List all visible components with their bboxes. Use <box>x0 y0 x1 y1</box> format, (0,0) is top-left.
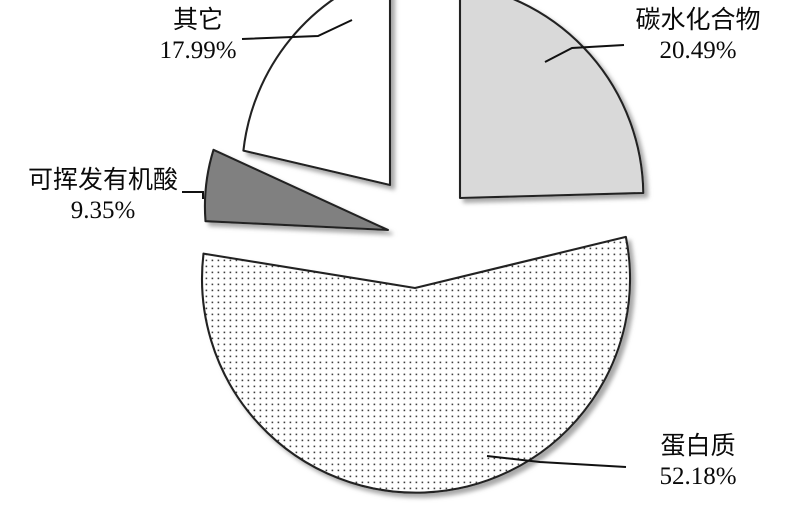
leader-line-protein <box>486 455 627 468</box>
pie-label-carbohydrate: 碳水化合物 20.49% <box>610 6 786 65</box>
leader-line-carbohydrate <box>544 44 625 63</box>
pie-label-carbohydrate-name: 碳水化合物 <box>635 7 761 34</box>
pie-label-other: 其它 17.99% <box>118 6 278 65</box>
pie-label-volatile-organic-acid-value: 9.35% <box>70 196 136 224</box>
pie-label-protein: 蛋白质 52.18% <box>618 432 778 491</box>
pie-slice-protein[interactable] <box>200 235 631 494</box>
pie-label-other-name: 其它 <box>172 7 223 34</box>
pie-slice-volatile-organic-acid[interactable] <box>203 148 390 232</box>
pie-slice-carbohydrate[interactable] <box>458 0 645 200</box>
pie-label-protein-name: 蛋白质 <box>660 433 736 460</box>
pie-label-volatile-organic-acid-name: 可挥发有机酸 <box>27 167 178 194</box>
pie-label-protein-value: 52.18% <box>659 462 737 490</box>
leader-line-volatile-organic-acid <box>182 191 204 199</box>
leader-line-other <box>241 19 353 40</box>
pie-label-other-value: 17.99% <box>159 36 237 64</box>
pie-label-volatile-organic-acid: 可挥发有机酸 9.35% <box>14 166 192 225</box>
pie-slice-other[interactable] <box>242 0 392 187</box>
pie-label-carbohydrate-value: 20.49% <box>659 36 737 64</box>
